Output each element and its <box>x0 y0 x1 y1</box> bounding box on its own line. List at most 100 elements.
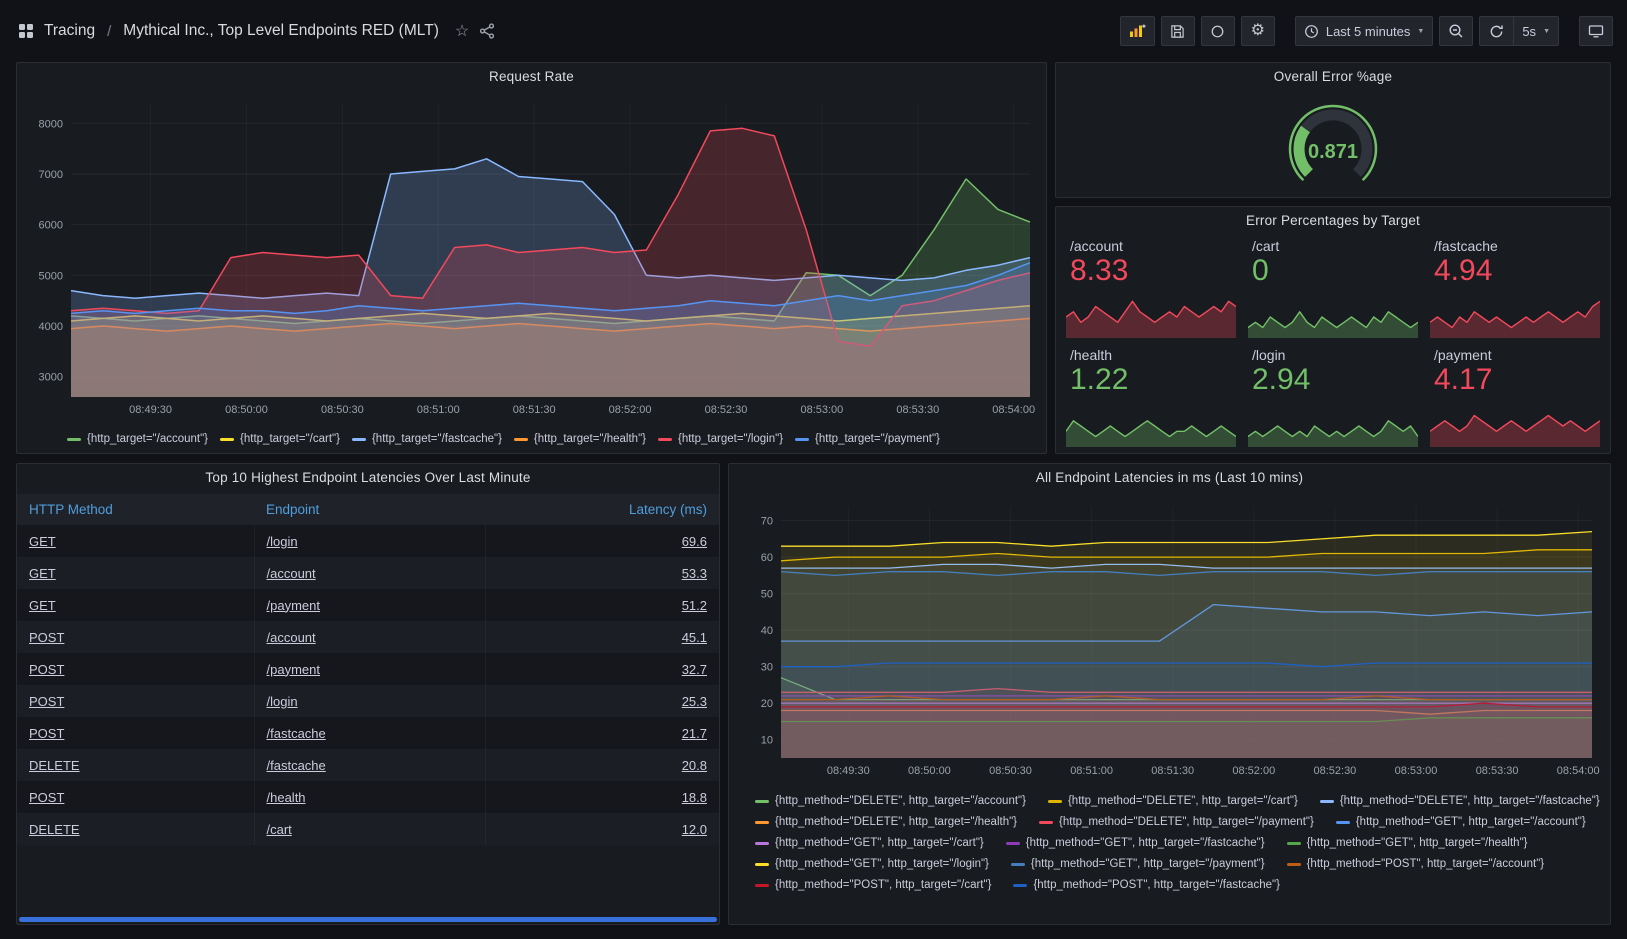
legend-item[interactable]: {http_target="/login"} <box>658 430 783 448</box>
zoom-out-button[interactable] <box>1439 16 1474 46</box>
endpoint-cell[interactable]: /account <box>254 621 486 653</box>
panel-title-all-latencies[interactable]: All Endpoint Latencies in ms (Last 10 mi… <box>1035 470 1304 485</box>
column-header-endpoint[interactable]: Endpoint <box>254 494 485 525</box>
table-scrollbar[interactable] <box>19 917 717 922</box>
endpoint-cell[interactable]: /cart <box>254 813 486 845</box>
endpoint-cell[interactable]: /health <box>254 781 486 813</box>
request-rate-chart[interactable]: 3000 4000 5000 6000 7000 8000 08:49:30 08:50:00… <box>19 93 1044 427</box>
legend-item[interactable]: {http_method="GET", http_target="/login"… <box>755 855 989 873</box>
latency-cell[interactable]: 69.6 <box>485 525 719 557</box>
latency-cell[interactable]: 32.7 <box>485 653 719 685</box>
endpoint-cell[interactable]: /login <box>254 685 486 717</box>
latency-cell[interactable]: 25.3 <box>485 685 719 717</box>
endpoint-cell[interactable]: /fastcache <box>254 749 486 781</box>
svg-text:8000: 8000 <box>39 118 63 130</box>
method-cell[interactable]: POST <box>17 621 255 653</box>
method-cell[interactable]: POST <box>17 653 255 685</box>
time-range-label: Last 5 minutes <box>1325 23 1411 39</box>
settings-button[interactable]: ⚙ <box>1240 16 1275 46</box>
time-range-picker[interactable]: Last 5 minutes ▼ <box>1294 16 1434 46</box>
panel-title-request-rate[interactable]: Request Rate <box>489 69 574 84</box>
legend-item[interactable]: {http_method="DELETE", http_target="/hea… <box>755 813 1017 831</box>
legend-item[interactable]: {http_method="DELETE", http_target="/acc… <box>755 792 1026 810</box>
legend-item[interactable]: {http_method="POST", http_target="/accou… <box>1286 855 1544 873</box>
panel-title-error-by-target[interactable]: Error Percentages by Target <box>1246 213 1420 228</box>
legend-label: {http_method="POST", http_target="/cart"… <box>775 879 992 891</box>
chevron-down-icon: ▼ <box>1417 27 1425 35</box>
stat-fastcache: /fastcache 4.94 <box>1430 237 1600 338</box>
legend-item[interactable]: {http_target="/cart"} <box>220 430 340 448</box>
legend-label: {http_method="GET", http_target="/fastca… <box>1025 837 1265 849</box>
svg-text:50: 50 <box>761 589 773 601</box>
legend-item[interactable]: {http_method="DELETE", http_target="/pay… <box>1039 813 1314 831</box>
tv-mode-button[interactable] <box>1579 16 1613 46</box>
legend-label: {http_method="GET", http_target="/login"… <box>775 858 989 870</box>
svg-text:08:50:30: 08:50:30 <box>321 404 364 416</box>
latency-cell[interactable]: 20.8 <box>485 749 719 781</box>
save-dashboard-button[interactable] <box>1160 16 1195 46</box>
legend-item[interactable]: {http_method="POST", http_target="/fastc… <box>1013 876 1280 894</box>
latency-cell[interactable]: 18.8 <box>485 781 719 813</box>
endpoint-cell[interactable]: /fastcache <box>254 717 486 749</box>
method-cell[interactable]: POST <box>17 781 255 813</box>
series-color-icon <box>755 883 769 887</box>
legend-item[interactable]: {http_target="/payment"} <box>795 430 940 448</box>
legend-item[interactable]: {http_target="/account"} <box>67 430 208 448</box>
latency-cell[interactable]: 12.0 <box>485 813 719 845</box>
endpoint-cell[interactable]: /payment <box>254 653 486 685</box>
method-cell[interactable]: DELETE <box>17 813 255 845</box>
latency-cell[interactable]: 53.3 <box>485 557 719 589</box>
circle-icon <box>1211 25 1224 37</box>
legend-item[interactable]: {http_method="DELETE", http_target="/car… <box>1047 792 1298 810</box>
breadcrumb-section[interactable]: Tracing <box>44 22 96 39</box>
endpoint-cell[interactable]: /login <box>254 525 486 557</box>
latency-cell[interactable]: 51.2 <box>485 589 719 621</box>
legend-item[interactable]: {http_target="/fastcache"} <box>351 430 502 448</box>
legend-item[interactable]: {http_method="GET", http_target="/fastca… <box>1005 834 1265 852</box>
column-header-latency[interactable]: Latency (ms) <box>485 494 719 525</box>
add-panel-button[interactable] <box>1119 16 1155 46</box>
star-icon[interactable]: ☆ <box>454 23 470 40</box>
refresh-button[interactable] <box>1479 16 1514 46</box>
breadcrumb-dashboard-title[interactable]: Mythical Inc., Top Level Endpoints RED (… <box>123 22 439 39</box>
method-cell[interactable]: DELETE <box>17 749 255 781</box>
legend-item[interactable]: {http_method="GET", http_target="/cart"} <box>755 834 984 852</box>
series-color-icon <box>1335 820 1350 824</box>
method-cell[interactable]: GET <box>17 557 255 589</box>
legend-item[interactable]: {http_method="GET", http_target="/paymen… <box>1010 855 1265 873</box>
table-row: GET/login 69.6 <box>17 525 719 557</box>
panel-title-overall-error[interactable]: Overall Error %age <box>1273 69 1393 84</box>
latency-cell[interactable]: 45.1 <box>485 621 719 653</box>
method-cell[interactable]: POST <box>17 685 255 717</box>
column-header-http-method[interactable]: HTTP Method <box>17 494 254 525</box>
refresh-group: 5s ▼ <box>1479 16 1559 46</box>
panel-title-latency-table[interactable]: Top 10 Highest Endpoint Latencies Over L… <box>205 470 531 485</box>
endpoint-cell[interactable]: /account <box>254 557 486 589</box>
series-color-icon <box>1039 820 1054 824</box>
table-row: POST/payment 32.7 <box>17 653 719 685</box>
refresh-interval-dropdown[interactable]: 5s ▼ <box>1513 16 1559 46</box>
apps-grid-icon[interactable] <box>18 23 34 39</box>
method-cell[interactable]: GET <box>17 525 255 557</box>
share-icon[interactable] <box>479 23 495 39</box>
latency-cell[interactable]: 21.7 <box>485 717 719 749</box>
method-cell[interactable]: GET <box>17 589 255 621</box>
legend-item[interactable]: {http_method="GET", http_target="/health… <box>1286 834 1528 852</box>
stat-title: /cart <box>1252 238 1280 254</box>
panel-request-rate: Request Rate 3000 4000 5000 6000 7000 8000 08:… <box>16 62 1047 454</box>
legend-label: {http_target="/health"} <box>533 433 646 445</box>
stats-grid: /account 8.33/cart 0/fastcache 4.94/health 1… <box>1066 237 1600 447</box>
legend-item[interactable]: {http_method="GET", http_target="/accoun… <box>1335 813 1586 831</box>
legend-item[interactable]: {http_target="/health"} <box>513 430 646 448</box>
method-cell[interactable]: POST <box>17 717 255 749</box>
legend-item[interactable]: {http_method="DELETE", http_target="/fas… <box>1319 792 1600 810</box>
insights-button[interactable] <box>1200 16 1235 46</box>
dashboard-toolbar: ⚙ Last 5 minutes ▼ 5s ▼ <box>1119 16 1613 46</box>
series-color-icon <box>795 437 810 441</box>
series-color-icon <box>755 862 769 866</box>
all-latencies-chart[interactable]: 10 20 30 40 50 60 70 08:49:30 08:50:00 08:50:30 08… <box>731 496 1608 786</box>
endpoint-cell[interactable]: /payment <box>254 589 486 621</box>
stat-value: 4.94 <box>1434 254 1493 287</box>
legend-item[interactable]: {http_method="POST", http_target="/cart"… <box>755 876 991 894</box>
svg-text:08:54:00: 08:54:00 <box>1557 765 1600 777</box>
